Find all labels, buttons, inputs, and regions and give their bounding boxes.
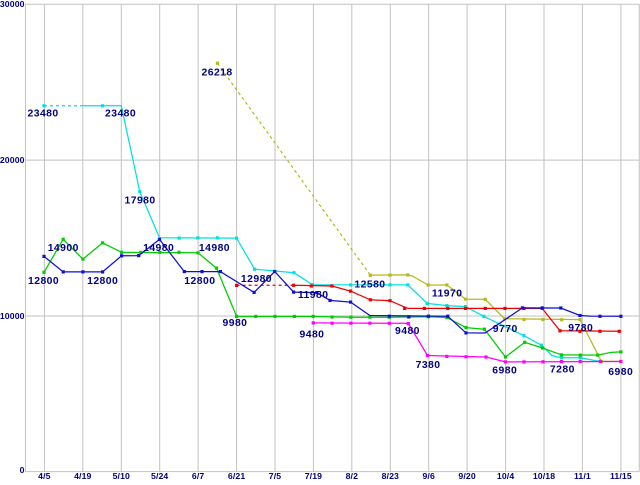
svg-text:9480: 9480: [395, 326, 420, 337]
svg-text:20000: 20000: [0, 155, 25, 165]
svg-text:14900: 14900: [48, 243, 79, 254]
svg-text:5/24: 5/24: [151, 471, 168, 480]
svg-text:11/15: 11/15: [610, 471, 632, 480]
svg-text:7280: 7280: [550, 364, 575, 375]
svg-text:11/1: 11/1: [574, 471, 591, 480]
svg-text:6/21: 6/21: [228, 471, 245, 480]
svg-text:6980: 6980: [492, 366, 517, 377]
svg-text:4/19: 4/19: [74, 471, 91, 480]
svg-text:9780: 9780: [568, 323, 593, 334]
svg-text:6/7: 6/7: [192, 471, 204, 480]
svg-text:26218: 26218: [202, 68, 233, 79]
svg-text:9980: 9980: [223, 318, 248, 329]
svg-text:12980: 12980: [241, 274, 272, 285]
svg-text:12580: 12580: [354, 280, 385, 291]
svg-text:14980: 14980: [143, 243, 174, 254]
svg-text:0: 0: [20, 465, 25, 475]
svg-text:7/5: 7/5: [269, 471, 281, 480]
svg-text:10/4: 10/4: [497, 471, 514, 480]
svg-text:9/6: 9/6: [422, 471, 434, 480]
svg-text:9480: 9480: [300, 329, 325, 340]
svg-text:12800: 12800: [87, 276, 118, 287]
svg-text:12800: 12800: [28, 276, 59, 287]
svg-text:9/20: 9/20: [458, 471, 475, 480]
svg-text:17980: 17980: [125, 196, 156, 207]
svg-text:6980: 6980: [608, 367, 633, 378]
svg-text:14980: 14980: [199, 243, 230, 254]
svg-text:7380: 7380: [416, 360, 441, 371]
svg-text:12800: 12800: [184, 276, 215, 287]
svg-text:30000: 30000: [0, 0, 25, 9]
svg-text:11970: 11970: [432, 288, 463, 299]
svg-text:9770: 9770: [493, 324, 518, 335]
svg-text:23480: 23480: [105, 108, 136, 119]
svg-text:10/18: 10/18: [533, 471, 555, 480]
svg-text:5/10: 5/10: [113, 471, 130, 480]
svg-text:8/2: 8/2: [346, 471, 358, 480]
svg-text:4/5: 4/5: [38, 471, 50, 480]
svg-text:10000: 10000: [0, 311, 25, 321]
svg-text:7/19: 7/19: [305, 471, 322, 480]
svg-text:11980: 11980: [298, 290, 329, 301]
svg-text:8/23: 8/23: [382, 471, 399, 480]
svg-text:23480: 23480: [28, 108, 59, 119]
